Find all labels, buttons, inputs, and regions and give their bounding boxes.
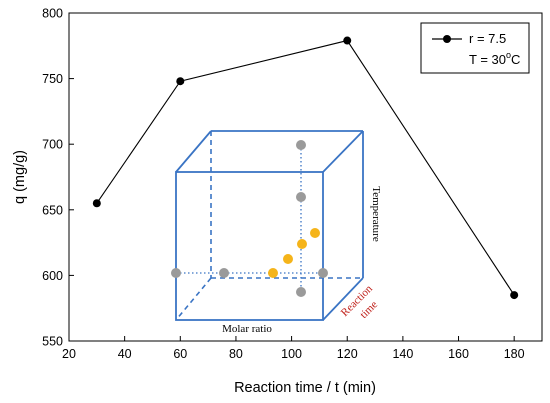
- data-series: [92, 36, 519, 300]
- x-tick-label: 20: [62, 347, 76, 361]
- inset-gray-point: [296, 140, 306, 150]
- y-tick-label: 700: [42, 138, 63, 152]
- inset-gray-point: [318, 268, 328, 278]
- legend-t-prefix: T = 30: [469, 52, 506, 67]
- x-tick-label: 80: [229, 347, 243, 361]
- inset-gray-point: [171, 268, 181, 278]
- y-tick-label: 650: [42, 203, 63, 217]
- inset-label-temperature: Temperature: [370, 186, 382, 242]
- legend-entry-t: T = 30oC: [469, 50, 520, 67]
- y-tick-label: 800: [42, 7, 63, 21]
- y-tick-label: 550: [42, 335, 63, 349]
- tick-labels: 20 40 60 80 100 120 140 160 180 550 600 650 700 750 80…: [42, 7, 525, 362]
- inset-gray-point: [296, 192, 306, 202]
- x-tick-label: 120: [337, 347, 358, 361]
- cube-edge: [175, 130, 212, 173]
- y-axis-title: q (mg/g): [12, 150, 28, 204]
- x-axis-title: Reaction time / t (min): [234, 380, 376, 396]
- series-line: [96, 39, 515, 296]
- inset-highlight-point: [310, 228, 320, 238]
- legend-t-suffix: C: [511, 52, 520, 67]
- inset-highlight-point: [268, 268, 278, 278]
- legend-entry-r: r = 7.5: [469, 31, 506, 46]
- inset-gray-point: [219, 268, 229, 278]
- x-tick-label: 100: [281, 347, 302, 361]
- y-tick-label: 750: [42, 72, 63, 86]
- x-tick-label: 160: [448, 347, 469, 361]
- cube-front-face: [175, 171, 324, 321]
- legend-t-degree: o: [506, 50, 511, 60]
- inset-cube-diagram: Molar ratio Temperature Reaction time: [171, 130, 382, 335]
- x-tick-label: 40: [118, 347, 132, 361]
- legend: r = 7.5 T = 30oC: [420, 22, 530, 74]
- plot-frame: [68, 12, 543, 342]
- x-tick-label: 60: [173, 347, 187, 361]
- data-point: [176, 77, 185, 86]
- inset-highlight-point: [297, 239, 307, 249]
- cube-edge: [322, 130, 364, 173]
- y-tick-label: 600: [42, 269, 63, 283]
- inset-gray-point: [296, 287, 306, 297]
- cube-edge: [322, 277, 364, 321]
- legend-box: [420, 22, 530, 74]
- x-tick-label: 140: [392, 347, 413, 361]
- data-point: [510, 291, 519, 300]
- x-tick-label: 180: [504, 347, 525, 361]
- inset-label-molar-ratio: Molar ratio: [222, 323, 272, 335]
- axis-ticks: [68, 12, 515, 342]
- cube-hidden-edge: [175, 277, 212, 321]
- legend-marker-sample: [443, 35, 451, 43]
- data-point: [343, 36, 352, 45]
- inset-highlight-point: [283, 254, 293, 264]
- data-point: [92, 199, 101, 208]
